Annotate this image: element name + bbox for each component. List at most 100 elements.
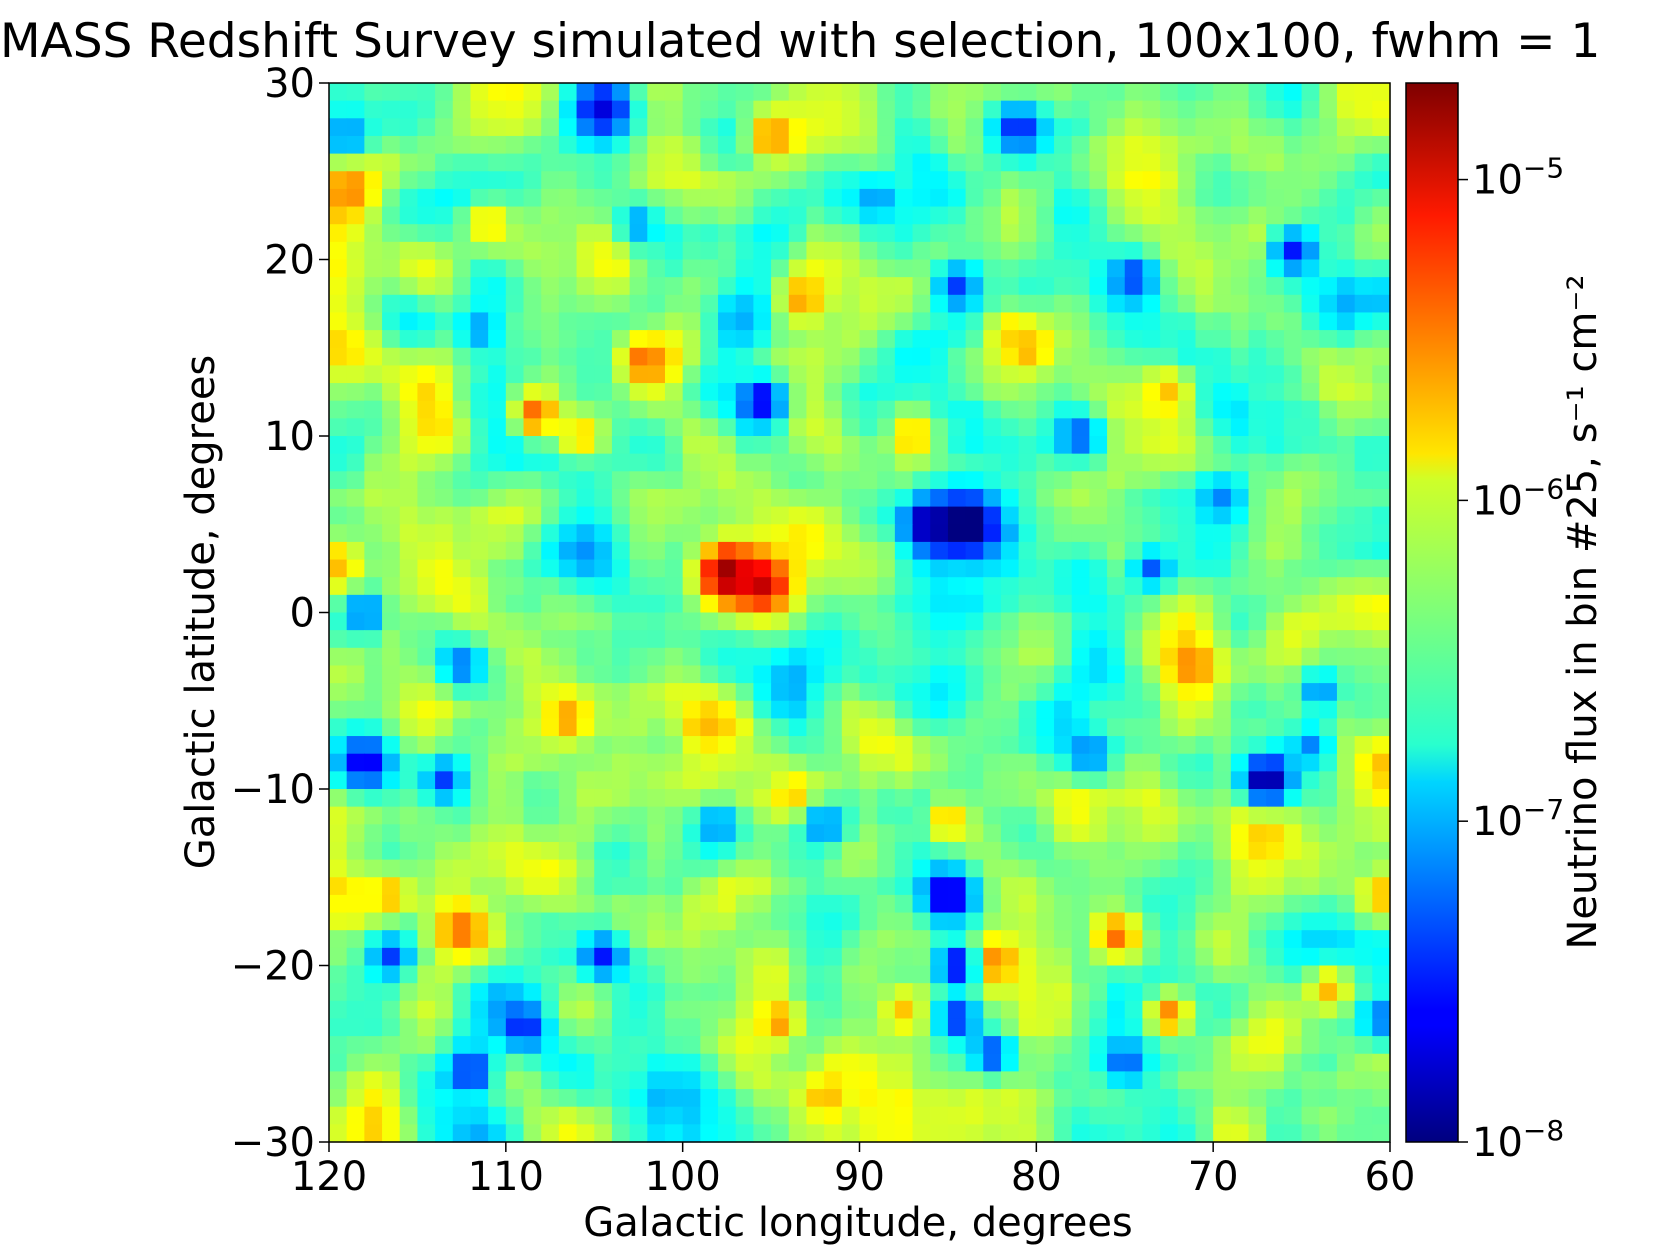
heatmap-cell xyxy=(1283,824,1303,843)
heatmap-cell xyxy=(859,1000,878,1020)
heatmap-cell xyxy=(470,206,489,225)
heatmap-cell xyxy=(399,488,419,508)
heatmap-cell xyxy=(912,1106,931,1125)
heatmap-cell xyxy=(399,665,419,684)
heatmap-cell xyxy=(877,1124,896,1143)
heatmap-cell xyxy=(1036,965,1055,984)
heatmap-cell xyxy=(647,506,666,525)
heatmap-cell xyxy=(594,577,613,596)
heatmap-cell xyxy=(1319,859,1338,878)
heatmap-cell xyxy=(1107,983,1126,1002)
heatmap-cell xyxy=(700,824,719,843)
heatmap-cell xyxy=(505,894,525,914)
heatmap-cell xyxy=(1213,665,1232,684)
heatmap-cell xyxy=(1054,347,1073,366)
heatmap-cell xyxy=(859,700,878,719)
heatmap-cell xyxy=(682,383,701,402)
heatmap-cell xyxy=(753,1053,772,1072)
heatmap-cell xyxy=(541,1000,560,1020)
heatmap-cell xyxy=(894,83,914,102)
heatmap-cell xyxy=(594,1071,613,1090)
heatmap-cell xyxy=(647,188,666,208)
heatmap-cell xyxy=(735,683,754,702)
heatmap-cell xyxy=(806,436,825,455)
heatmap-cell xyxy=(1319,524,1338,543)
heatmap-cell xyxy=(382,736,401,755)
heatmap-cell xyxy=(1195,1089,1214,1108)
heatmap-cell xyxy=(965,524,984,543)
heatmap-cell xyxy=(505,259,525,278)
heatmap-cell xyxy=(841,683,861,702)
heatmap-cell xyxy=(488,965,507,984)
heatmap-cell xyxy=(1000,965,1020,984)
heatmap-cell xyxy=(382,594,401,614)
heatmap-cell xyxy=(1266,330,1285,349)
heatmap-cell xyxy=(364,630,383,649)
heatmap-cell xyxy=(1301,312,1320,331)
heatmap-cell xyxy=(346,277,365,296)
heatmap-cell xyxy=(417,947,436,967)
heatmap-cell xyxy=(576,418,595,437)
heatmap-cell xyxy=(1054,153,1073,172)
heatmap-cell xyxy=(894,383,914,402)
heatmap-cell xyxy=(877,383,896,402)
heatmap-cell xyxy=(382,224,401,243)
heatmap-cell xyxy=(718,383,737,402)
heatmap-cell xyxy=(417,1000,436,1020)
heatmap-cell xyxy=(983,135,1002,155)
heatmap-cell xyxy=(965,277,984,296)
heatmap-cell xyxy=(1248,983,1267,1002)
heatmap-cell xyxy=(611,753,631,772)
heatmap-cell xyxy=(576,559,595,578)
heatmap-cell xyxy=(1301,400,1320,419)
heatmap-cell xyxy=(965,965,984,984)
heatmap-cell xyxy=(753,330,772,349)
heatmap-cell xyxy=(1036,506,1055,525)
heatmap-cell xyxy=(1319,453,1338,472)
heatmap-cell xyxy=(1230,400,1250,419)
heatmap-cell xyxy=(1266,365,1285,384)
heatmap-cell xyxy=(611,841,631,861)
heatmap-cell xyxy=(1036,365,1055,384)
heatmap-cell xyxy=(1213,171,1232,190)
heatmap-cell xyxy=(824,241,843,261)
heatmap-cell xyxy=(1054,100,1073,119)
heatmap-cell xyxy=(488,859,507,878)
heatmap-cell xyxy=(523,965,542,984)
heatmap-cell xyxy=(1018,259,1037,278)
heatmap-cell xyxy=(894,436,914,455)
heatmap-cell xyxy=(505,541,525,561)
heatmap-cell xyxy=(1266,859,1285,878)
heatmap-cell xyxy=(1177,259,1197,278)
heatmap-cell xyxy=(1336,912,1356,931)
heatmap-cell xyxy=(488,683,507,702)
heatmap-cell xyxy=(558,824,578,843)
heatmap-cell xyxy=(1142,965,1161,984)
heatmap-cell xyxy=(1213,841,1232,861)
heatmap-cell xyxy=(1124,135,1144,155)
heatmap-cell xyxy=(718,118,737,137)
heatmap-cell xyxy=(346,118,365,137)
heatmap-cell xyxy=(700,1000,719,1020)
heatmap-cell xyxy=(329,1071,348,1090)
heatmap-cell xyxy=(1089,347,1108,366)
heatmap-cell xyxy=(947,400,967,419)
heatmap-cell xyxy=(629,171,648,190)
heatmap-cell xyxy=(877,506,896,525)
heatmap-cell xyxy=(1248,171,1267,190)
heatmap-cell xyxy=(558,1053,578,1072)
heatmap-cell xyxy=(1000,100,1020,119)
heatmap-cell xyxy=(877,877,896,896)
heatmap-cell xyxy=(1018,488,1037,508)
heatmap-cell xyxy=(682,347,701,366)
heatmap-cell xyxy=(488,135,507,155)
heatmap-cell xyxy=(1071,947,1090,967)
heatmap-cell xyxy=(1283,100,1303,119)
heatmap-cell xyxy=(470,1000,489,1020)
heatmap-cell xyxy=(1160,206,1179,225)
heatmap-cell xyxy=(1089,718,1108,737)
heatmap-cell xyxy=(417,347,436,366)
heatmap-cell xyxy=(1301,1071,1320,1090)
heatmap-cell xyxy=(1213,1106,1232,1125)
heatmap-cell xyxy=(399,153,419,172)
